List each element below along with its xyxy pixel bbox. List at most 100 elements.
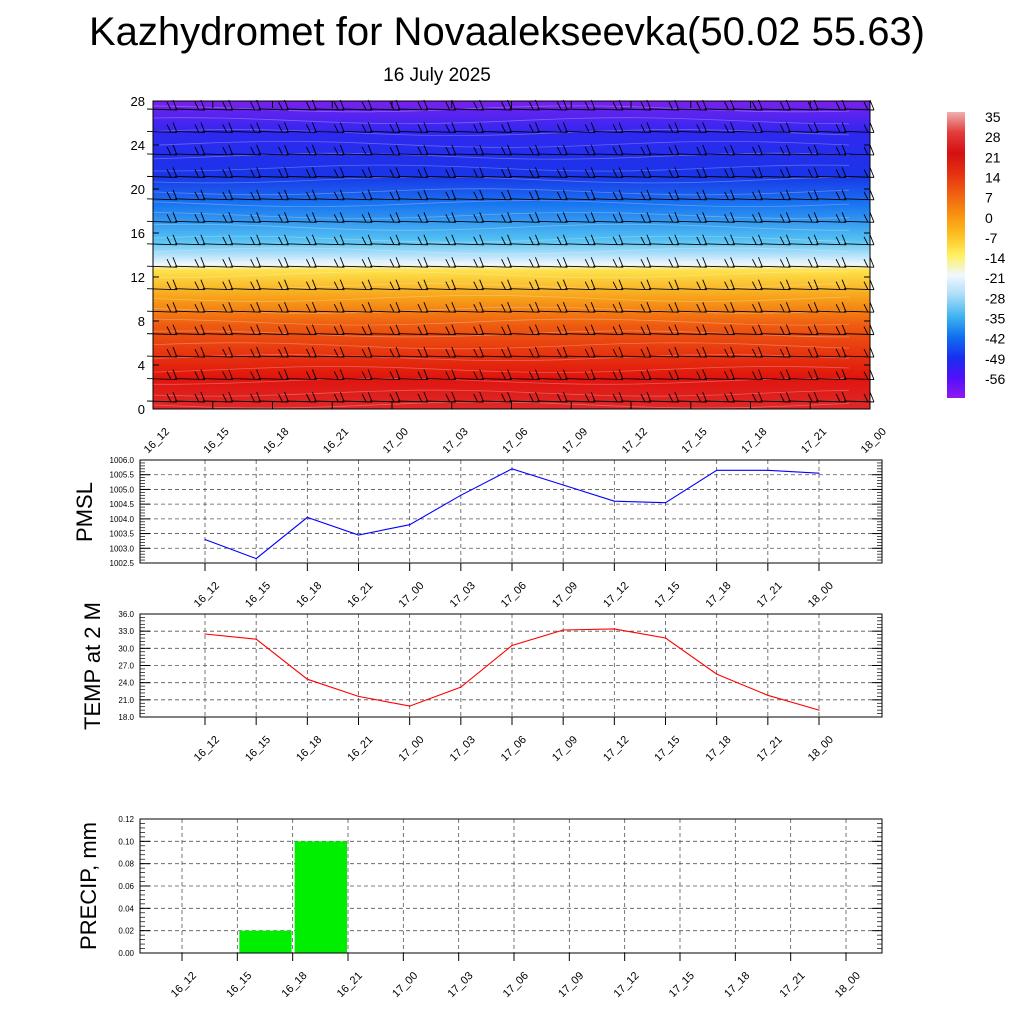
data-point <box>306 678 308 680</box>
xtick-label: 17_03 <box>445 970 475 1000</box>
wind-barb <box>648 144 680 156</box>
chart-subtitle: 16 July 2025 <box>383 65 491 86</box>
wind-barb <box>537 122 568 133</box>
wind-barb <box>342 212 373 223</box>
wind-barb <box>314 301 345 313</box>
wind-barb <box>342 167 373 178</box>
wind-barb <box>202 234 234 246</box>
wind-barb <box>648 212 680 223</box>
wind-barb <box>397 279 429 291</box>
wind-barb <box>816 122 847 133</box>
data-point <box>357 695 360 698</box>
wind-barb <box>648 369 680 380</box>
wind-barb <box>453 279 485 291</box>
wind-barb <box>648 122 680 133</box>
wind-barb <box>258 346 289 358</box>
wind-barb <box>314 324 345 336</box>
wind-barb <box>565 391 596 403</box>
xtick-label: 16_15 <box>224 970 254 1000</box>
wind-barb <box>202 346 234 358</box>
wind-barb <box>230 391 262 403</box>
colorbar-label: -21 <box>985 270 1005 286</box>
wind-barb <box>509 301 540 313</box>
ytick-label: 24.0 <box>118 679 134 688</box>
ytick-label: 0.08 <box>118 860 134 869</box>
wind-barb <box>620 369 652 380</box>
wind-barb <box>816 189 847 201</box>
wind-barb <box>760 369 791 380</box>
wind-barb <box>146 212 178 223</box>
wind-barb <box>202 369 234 380</box>
wind-barb <box>704 167 736 178</box>
wind-barb <box>230 234 262 246</box>
contour-line <box>152 366 850 373</box>
wind-barb <box>453 324 485 336</box>
wind-barb <box>816 369 847 380</box>
wind-barb <box>620 189 652 201</box>
wind-barb <box>565 324 596 336</box>
wind-barb <box>146 391 178 403</box>
precip-panel: 0.12 0.10 0.08 0.06 0.04 0.02 0.00 16_12 16_15 16… <box>76 815 883 1000</box>
wind-barb <box>286 369 317 380</box>
heatmap-xtick-label: 16_21 <box>321 426 351 456</box>
wind-barb <box>146 122 178 133</box>
wind-barb <box>314 212 345 223</box>
wind-barb <box>593 346 624 358</box>
panel-frame <box>139 613 883 718</box>
precip-bar <box>294 841 347 953</box>
data-point <box>409 705 411 707</box>
pmsl-panel: 1006.0 1005.5 1005.0 1004.5 1004.0 1003.5 1003… <box>72 456 883 610</box>
wind-barb <box>816 279 847 291</box>
heatmap-xtick-label: 17_15 <box>680 426 710 456</box>
wind-barb <box>843 391 875 403</box>
wind-barb <box>565 99 596 111</box>
data-point <box>511 644 513 647</box>
wind-barb <box>146 346 178 358</box>
panel-frame <box>139 818 883 954</box>
wind-barb <box>481 99 512 111</box>
wind-barb <box>509 122 540 133</box>
heatmap-xtick-label: 16_12 <box>142 426 172 456</box>
wind-barb <box>676 346 708 358</box>
wind-barb <box>620 234 652 246</box>
wind-barb <box>481 144 512 156</box>
wind-barb <box>620 144 652 156</box>
wind-barb <box>230 324 262 336</box>
wind-barb <box>732 167 763 178</box>
wind-barb <box>342 391 373 403</box>
ytick-label: 30.0 <box>118 644 134 653</box>
wind-barb <box>816 257 847 268</box>
contour-line <box>152 212 850 219</box>
wind-barb <box>174 257 206 268</box>
wind-barb <box>230 144 262 156</box>
data-point <box>306 516 308 518</box>
wind-barb <box>620 99 652 111</box>
wind-barb <box>174 301 206 313</box>
heatmap-xtick-label: 17_21 <box>799 426 829 456</box>
wind-barb <box>732 144 763 156</box>
data-point <box>613 500 615 502</box>
wind-barb <box>230 189 262 201</box>
contour-line <box>152 105 850 113</box>
wind-barb <box>788 189 819 201</box>
wind-barb <box>453 301 485 313</box>
colorbar-label: -7 <box>985 230 998 246</box>
heatmap-xtick-label: 16_15 <box>202 426 232 456</box>
wind-barb <box>760 234 791 246</box>
wind-barb <box>704 122 736 133</box>
wind-barb <box>509 99 540 111</box>
wind-barb <box>788 257 819 268</box>
wind-barb <box>370 212 401 223</box>
wind-barb <box>397 144 429 156</box>
wind-barb <box>760 122 791 133</box>
wind-barb <box>258 212 289 223</box>
wind-barb <box>286 122 317 133</box>
xtick-label: 16_21 <box>345 580 375 610</box>
ytick-label: 1006.0 <box>110 456 135 465</box>
wind-barb <box>258 234 289 246</box>
wind-barb <box>816 212 847 223</box>
wind-barb <box>648 324 680 336</box>
wind-barb <box>202 279 234 291</box>
colorbar-label: -28 <box>985 290 1005 306</box>
xtick-label: 17_15 <box>652 580 682 610</box>
